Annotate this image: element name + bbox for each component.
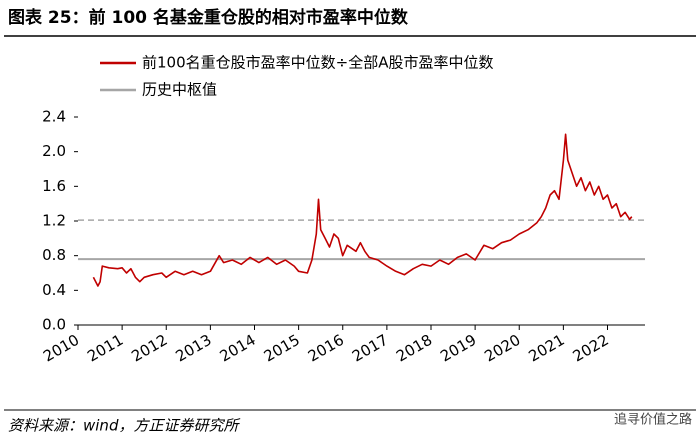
watermark: 追寻价值之路 <box>614 412 692 428</box>
x-tick-label: 2015 <box>261 331 303 366</box>
chart-title: 图表 25：前 100 名基金重仓股的相对市盈率中位数 <box>8 7 409 28</box>
y-tick-label: 0.8 <box>42 246 66 264</box>
x-tick-label: 2020 <box>481 331 523 366</box>
x-tick-label: 2019 <box>437 331 479 366</box>
y-tick-label: 1.6 <box>42 177 66 195</box>
y-tick-label: 2.4 <box>42 108 66 126</box>
x-tick-label: 2010 <box>40 331 82 366</box>
y-tick-label: 1.2 <box>42 212 66 230</box>
series-line <box>92 133 633 287</box>
x-tick-label: 2017 <box>349 331 391 366</box>
x-tick-label: 2014 <box>217 331 259 366</box>
x-tick-label: 2012 <box>128 331 170 366</box>
x-tick-label: 2022 <box>570 331 612 366</box>
x-tick-label: 2021 <box>526 331 568 366</box>
y-tick-label: 0.0 <box>42 316 66 334</box>
x-tick-label: 2018 <box>393 331 435 366</box>
y-tick-label: 0.4 <box>42 281 66 299</box>
x-tick-label: 2011 <box>84 331 126 366</box>
source: 资料来源：wind，方正证券研究所 <box>8 417 240 435</box>
legend-label: 前100名重仓股市盈率中位数÷全部A股市盈率中位数 <box>142 54 493 72</box>
x-tick-label: 2013 <box>173 331 215 366</box>
y-tick-label: 2.0 <box>42 142 66 160</box>
legend-label: 历史中枢值 <box>142 81 217 99</box>
x-tick-label: 2016 <box>305 331 347 366</box>
